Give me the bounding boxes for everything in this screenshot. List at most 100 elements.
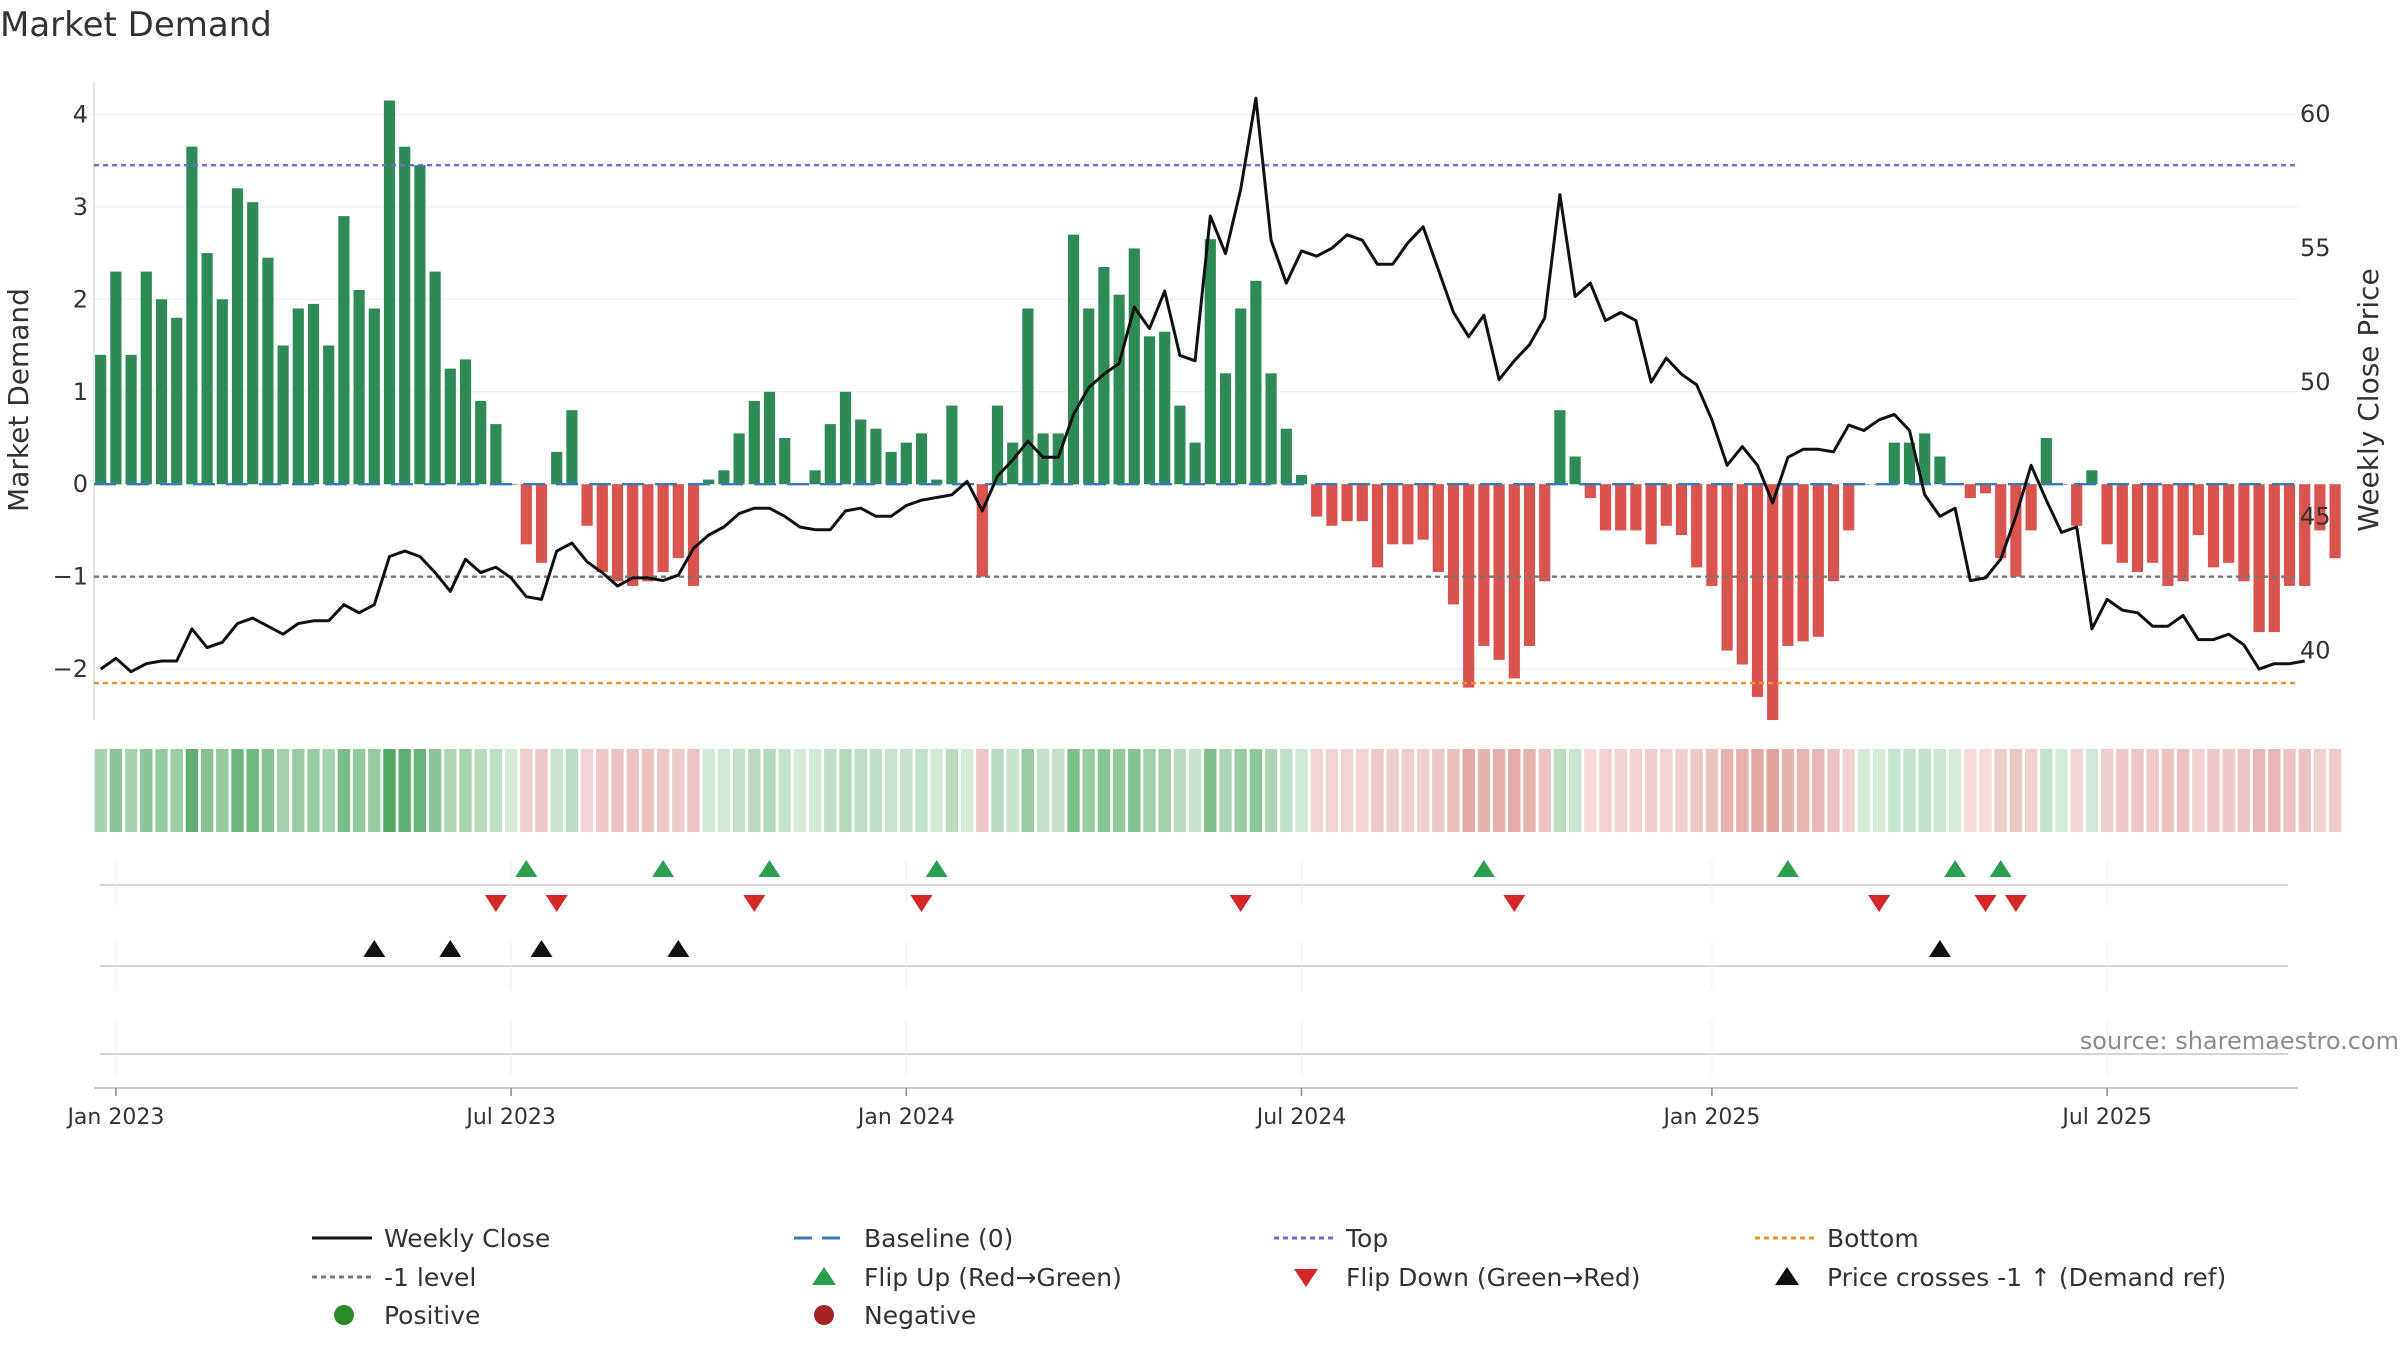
heat-cell [1204,749,1217,832]
demand-bar [1235,308,1247,485]
heat-cell [900,749,913,832]
demand-bar [2040,438,2052,485]
flip-down-marker [2004,895,2027,912]
demand-bar [870,428,882,485]
heat-cell [1310,749,1323,832]
heat-cell [1796,749,1810,832]
heat-cell [1340,749,1354,832]
legend-label: Baseline (0) [864,1224,1013,1253]
demand-bar [551,451,563,485]
heat-cell [763,749,776,832]
legend-item: Weekly Close [312,1224,550,1253]
demand-bar [779,438,791,485]
demand-bar [1675,484,1688,536]
demand-bar [262,257,274,485]
heat-cell [94,749,107,832]
heat-cell [1948,749,1962,832]
heat-cell [368,749,381,832]
heat-cell [839,749,852,832]
heat-cell [292,749,305,832]
demand-bar [186,146,198,485]
demand-bar [733,433,745,485]
demand-bar [247,202,259,485]
heat-cell [459,749,472,832]
demand-bar [368,308,380,485]
y-tick-label-right: 50 [2300,368,2331,396]
heat-cell [231,749,244,832]
heat-cell [1644,749,1658,832]
heat-cell [1857,749,1871,832]
heat-cell [1143,749,1156,832]
demand-bar [931,479,943,485]
demand-bar [201,253,213,485]
heat-cell [1979,749,1992,832]
demand-bar [839,391,852,485]
heat-cell [2116,749,2129,832]
legend-item: Bottom [1755,1224,1919,1253]
heat-cell [656,749,670,832]
price-cross-marker [667,940,690,957]
demand-bar [1159,331,1171,485]
legend-swatch [812,1267,836,1285]
heat-cell [474,749,487,832]
demand-bar [1645,484,1657,545]
flip-up-marker [758,860,781,877]
flip-up-marker [925,860,948,877]
heat-cell [732,749,746,832]
heat-cell [1356,749,1369,832]
y-tick-label-left: 2 [73,285,88,313]
demand-bar [1341,484,1353,522]
legend-label: Weekly Close [384,1224,550,1253]
heat-cell [854,749,867,832]
demand-bar [611,484,624,582]
heat-cell [200,749,214,832]
demand-bar [885,451,897,485]
demand-bar [2177,484,2189,582]
heat-cell [2328,749,2342,832]
heat-cell [1447,749,1460,832]
demand-bar [1995,484,2007,559]
demand-bar [2131,484,2144,572]
y-axis-label-left: Market Demand [2,288,35,512]
legend-label: Top [1345,1224,1388,1253]
demand-bar [809,470,821,485]
demand-bar [2299,484,2311,586]
heat-cell [869,749,883,832]
heat-cell [1492,749,1506,832]
flip-down-marker [743,895,766,912]
heat-cell [1599,749,1612,832]
heat-cell [1812,749,1825,832]
demand-bar [1554,410,1566,485]
heat-cell [428,749,442,832]
heat-cell [1234,749,1247,832]
heat-cell [1386,749,1399,832]
heat-cell [702,749,715,832]
heat-cell [1888,749,1901,832]
demand-bar [1280,428,1292,485]
heat-cell [504,749,518,832]
heat-cell [1629,749,1643,832]
heat-cell [2298,749,2311,832]
demand-bar [2329,484,2341,559]
demand-bar [292,308,304,485]
heat-cell [2070,749,2083,832]
heat-cell [1112,749,1126,832]
y-tick-label-left: 0 [73,470,88,498]
flip-down-marker [1868,895,1891,912]
demand-bar [307,303,320,485]
heat-cell [1036,749,1050,832]
heat-cell [1933,749,1947,832]
axis-ticks: 4 3 2 1 0 −1 −2 60 55 50 45 40 [53,100,2331,683]
demand-bar [900,442,912,485]
demand-bar [2101,484,2113,545]
demand-bar [581,484,593,526]
heat-cell [2237,749,2251,832]
demand-bar [1250,280,1262,485]
demand-bar [1113,294,1125,485]
flip-down-marker [545,895,568,912]
legend-label: Flip Up (Red→Green) [864,1263,1122,1292]
weekly-close-line [99,96,2305,674]
legend-swatch [1294,1269,1318,1287]
heat-cell [626,749,639,832]
demand-bar [748,401,760,485]
